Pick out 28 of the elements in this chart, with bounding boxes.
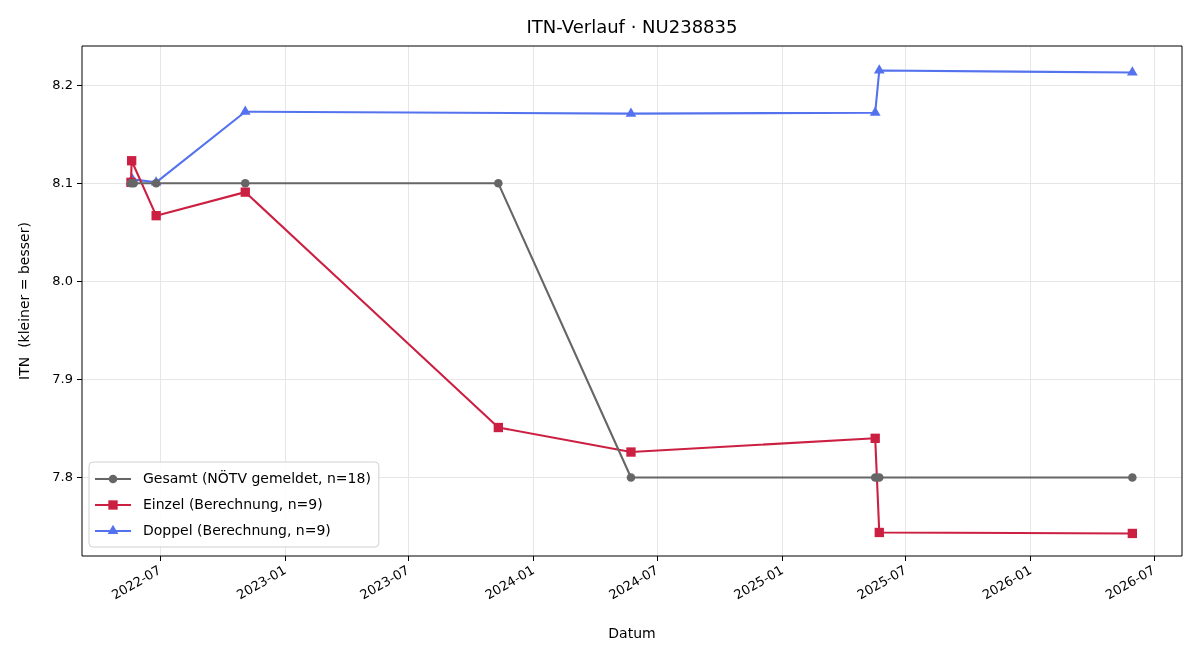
point (1127, 528, 1138, 539)
point (1128, 473, 1137, 482)
point (240, 179, 250, 188)
point (626, 447, 636, 457)
y-tick-label: 8.1 (52, 174, 73, 190)
point (873, 64, 885, 74)
y-tick-label: 8.0 (52, 272, 73, 288)
point (493, 422, 503, 433)
point (869, 106, 881, 116)
y-tick-label: 7.8 (52, 468, 73, 484)
point (870, 433, 880, 443)
point (239, 105, 251, 115)
legend-label: Einzel (Berechnung, n=9) (143, 495, 323, 512)
legend-label: Gesamt (NÖTV gemeldet, n=18) (143, 468, 371, 486)
y-tick-label: 8.2 (52, 76, 73, 92)
y-tick-label: 7.9 (52, 370, 73, 386)
point (625, 107, 637, 117)
point (151, 211, 161, 221)
point (240, 187, 250, 197)
y-axis-title: ITN (kleiner = besser) (16, 222, 33, 380)
point (494, 179, 503, 188)
x-axis-title: Datum (608, 625, 656, 642)
point (1126, 66, 1138, 76)
point (626, 473, 636, 482)
point (126, 156, 137, 166)
chart-title: ITN-Verlauf · NU238835 (526, 15, 738, 37)
legend-label: Doppel (Berechnung, n=9) (143, 521, 331, 538)
point (874, 527, 884, 538)
